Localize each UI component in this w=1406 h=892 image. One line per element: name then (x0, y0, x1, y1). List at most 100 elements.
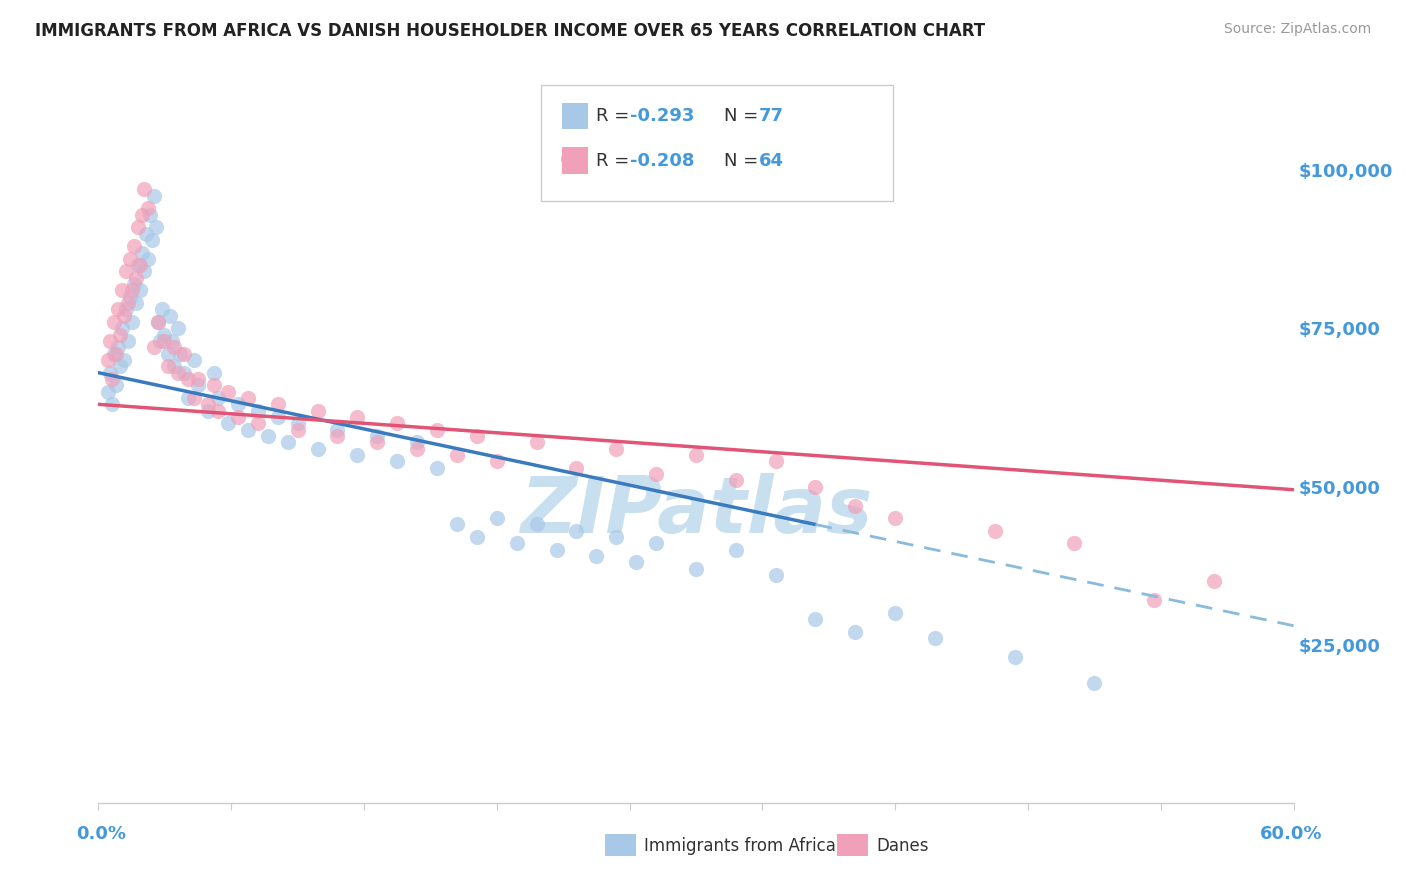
Point (101, 372, 124, 386)
Point (246, 417, 269, 431)
Point (465, 429, 488, 443)
Point (129, 284, 152, 298)
Point (143, 340, 166, 354)
Text: -0.293: -0.293 (630, 107, 695, 125)
Point (366, 435, 388, 450)
Point (485, 454, 508, 468)
Point (844, 499, 866, 513)
Point (177, 372, 200, 386)
Point (103, 315, 125, 329)
Point (626, 556, 648, 570)
Point (148, 315, 170, 329)
Point (506, 536, 529, 550)
Point (236, 423, 259, 437)
Point (924, 632, 946, 646)
Point (884, 606, 907, 620)
Point (105, 347, 128, 361)
Point (226, 397, 249, 411)
Point (485, 511, 508, 525)
Point (115, 264, 138, 278)
Point (202, 366, 225, 380)
Point (150, 302, 173, 317)
Point (1083, 675, 1105, 690)
Point (167, 366, 190, 380)
Point (546, 542, 568, 557)
Point (426, 423, 449, 437)
Point (187, 378, 209, 392)
Point (163, 340, 186, 354)
Text: ZIPatlas: ZIPatlas (520, 473, 872, 549)
Text: 77: 77 (759, 107, 785, 125)
Point (169, 347, 191, 361)
Point (267, 397, 290, 411)
Point (136, 252, 159, 266)
Point (173, 347, 195, 361)
Point (139, 208, 162, 222)
Point (765, 568, 787, 582)
Point (149, 334, 172, 348)
Point (526, 435, 548, 450)
Point (326, 423, 349, 437)
Point (287, 417, 309, 431)
Point (207, 391, 229, 405)
Point (124, 277, 146, 292)
Point (307, 442, 329, 456)
Point (163, 359, 186, 374)
Point (197, 397, 219, 411)
Point (685, 562, 707, 576)
Point (804, 612, 827, 626)
Text: N =: N = (724, 107, 763, 125)
Point (366, 429, 388, 443)
Point (765, 454, 787, 468)
Point (103, 347, 125, 361)
Point (197, 403, 219, 417)
Point (1004, 650, 1026, 665)
Point (121, 284, 143, 298)
Point (1063, 536, 1085, 550)
Point (804, 479, 827, 493)
Point (565, 524, 588, 538)
Point (110, 359, 132, 374)
Point (1202, 574, 1225, 589)
Point (153, 327, 176, 342)
Point (207, 403, 229, 417)
Point (127, 220, 149, 235)
Point (236, 391, 259, 405)
Point (277, 435, 299, 450)
Point (107, 340, 129, 354)
Point (565, 460, 588, 475)
Point (605, 442, 627, 456)
Text: IMMIGRANTS FROM AFRICA VS DANISH HOUSEHOLDER INCOME OVER 65 YEARS CORRELATION CH: IMMIGRANTS FROM AFRICA VS DANISH HOUSEHO… (35, 22, 986, 40)
Point (217, 417, 239, 431)
Point (446, 517, 468, 532)
Point (187, 372, 209, 386)
Point (148, 315, 170, 329)
Point (125, 296, 148, 310)
Text: -0.208: -0.208 (630, 152, 695, 169)
Point (124, 239, 146, 253)
Text: 64: 64 (759, 152, 785, 169)
Point (105, 378, 128, 392)
Point (226, 409, 249, 424)
Point (100, 366, 122, 380)
Point (406, 442, 429, 456)
Text: Danes: Danes (876, 837, 928, 855)
Point (159, 309, 181, 323)
Point (117, 296, 139, 310)
Point (406, 435, 429, 450)
Point (605, 530, 627, 544)
Point (131, 245, 153, 260)
Point (202, 378, 225, 392)
Point (129, 258, 152, 272)
Point (1143, 593, 1166, 607)
Point (121, 315, 143, 329)
Point (385, 454, 409, 468)
Point (101, 397, 124, 411)
Text: N =: N = (724, 152, 763, 169)
Point (426, 460, 449, 475)
Point (141, 233, 163, 247)
Point (136, 201, 159, 215)
Point (724, 542, 747, 557)
Point (217, 384, 239, 399)
Point (177, 391, 200, 405)
